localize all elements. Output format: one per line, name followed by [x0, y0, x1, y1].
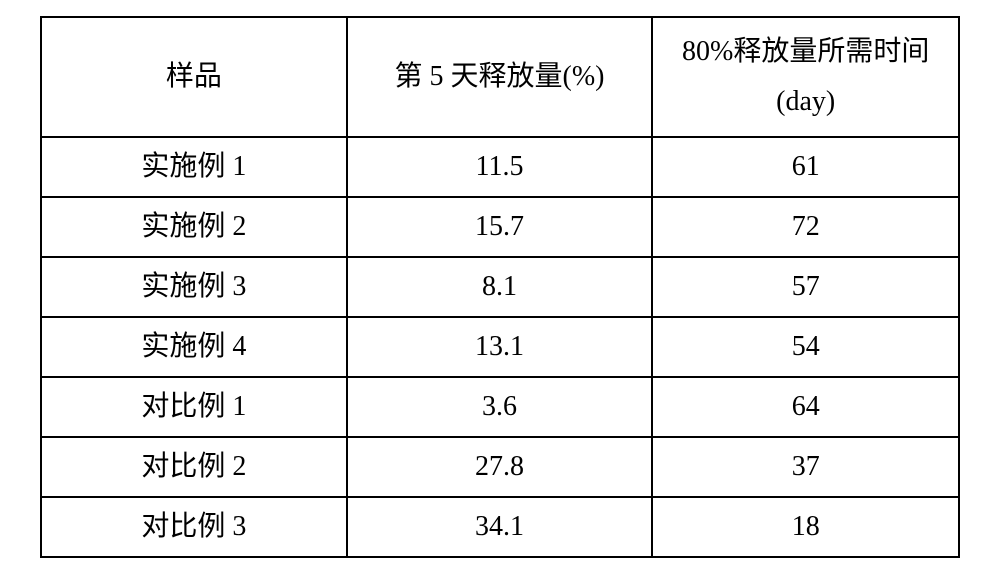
cell-day5-release: 8.1	[347, 257, 653, 317]
table-row: 实施例 2 15.7 72	[41, 197, 959, 257]
cell-sample: 实施例 3	[41, 257, 347, 317]
cell-time-80pct: 57	[652, 257, 959, 317]
header-row: 样品 第 5 天释放量(%) 80%释放量所需时间 (day)	[41, 17, 959, 137]
cell-time-80pct: 61	[652, 137, 959, 197]
table-row: 实施例 1 11.5 61	[41, 137, 959, 197]
table-row: 实施例 3 8.1 57	[41, 257, 959, 317]
table-body: 实施例 1 11.5 61 实施例 2 15.7 72 实施例 3 8.1 57…	[41, 137, 959, 557]
table-row: 对比例 2 27.8 37	[41, 437, 959, 497]
table-row: 对比例 1 3.6 64	[41, 377, 959, 437]
cell-sample: 实施例 1	[41, 137, 347, 197]
cell-time-80pct: 18	[652, 497, 959, 557]
header-time-80pct: 80%释放量所需时间 (day)	[652, 17, 959, 137]
header-day5-release: 第 5 天释放量(%)	[347, 17, 653, 137]
header-sample: 样品	[41, 17, 347, 137]
table-row: 实施例 4 13.1 54	[41, 317, 959, 377]
cell-time-80pct: 64	[652, 377, 959, 437]
cell-sample: 对比例 3	[41, 497, 347, 557]
cell-day5-release: 27.8	[347, 437, 653, 497]
data-table: 样品 第 5 天释放量(%) 80%释放量所需时间 (day) 实施例 1 11…	[40, 16, 960, 558]
header-time-80pct-line2: (day)	[776, 77, 835, 127]
cell-sample: 对比例 2	[41, 437, 347, 497]
cell-sample: 对比例 1	[41, 377, 347, 437]
cell-day5-release: 34.1	[347, 497, 653, 557]
cell-time-80pct: 54	[652, 317, 959, 377]
table-header: 样品 第 5 天释放量(%) 80%释放量所需时间 (day)	[41, 17, 959, 137]
cell-day5-release: 13.1	[347, 317, 653, 377]
header-time-80pct-line1: 80%释放量所需时间	[682, 27, 929, 77]
cell-time-80pct: 37	[652, 437, 959, 497]
cell-day5-release: 11.5	[347, 137, 653, 197]
cell-time-80pct: 72	[652, 197, 959, 257]
cell-sample: 实施例 2	[41, 197, 347, 257]
cell-day5-release: 3.6	[347, 377, 653, 437]
cell-day5-release: 15.7	[347, 197, 653, 257]
table-row: 对比例 3 34.1 18	[41, 497, 959, 557]
cell-sample: 实施例 4	[41, 317, 347, 377]
